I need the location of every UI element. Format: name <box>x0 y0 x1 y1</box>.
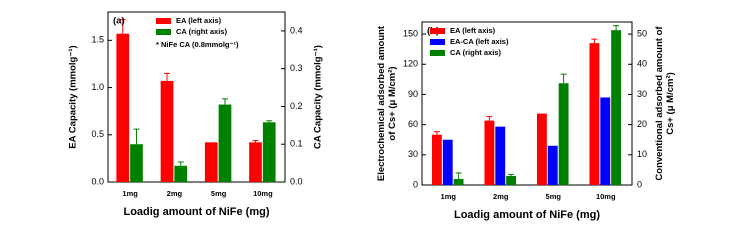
x-tick-label: 5mg <box>546 192 562 201</box>
y2-tick-label: 0.4 <box>290 25 303 35</box>
error-bar <box>221 98 228 105</box>
bar <box>218 104 232 182</box>
annotation: * NiFe CA (0.8mmolg⁻¹) <box>156 40 239 49</box>
y2-tick-label: 50 <box>637 28 647 38</box>
bar <box>558 83 569 185</box>
bar <box>174 165 188 182</box>
y-tick-label: 30 <box>408 149 418 159</box>
x-tick-label: 1mg <box>441 192 457 201</box>
error-bar <box>133 128 140 145</box>
error-bar <box>177 161 184 166</box>
y2-tick-label: 0.2 <box>290 101 303 111</box>
bar <box>547 145 558 185</box>
bar <box>249 142 262 182</box>
legend-label: EA (left axis) <box>176 16 222 25</box>
plot-frame <box>421 21 633 186</box>
y2-tick-label: 30 <box>637 89 647 99</box>
y-label: EA Capacity (mmolg⁻¹) <box>68 45 79 148</box>
y-tick-label: 1.5 <box>91 35 104 45</box>
y-tick-label: 90 <box>408 89 418 99</box>
y2-tick-label: 0.3 <box>290 63 303 73</box>
bar <box>453 178 464 185</box>
legend-label: CA (right axis) <box>176 27 227 36</box>
legend-swatch <box>156 29 171 35</box>
bar <box>495 126 506 185</box>
error-bar <box>560 73 567 84</box>
bar <box>431 134 442 185</box>
x-tick-label: 5mg <box>211 189 227 198</box>
x-tick-label: 2mg <box>167 189 183 198</box>
x-axis-label: Loadig amount of NiFe (mg) <box>454 209 600 221</box>
bar <box>589 43 600 185</box>
legend-label: CA (right axis) <box>450 48 501 57</box>
y2-tick-label: 0 <box>637 179 642 189</box>
panel-label: (a) <box>113 16 125 27</box>
legend-swatch <box>430 28 445 34</box>
figure: 0.0 0.5 1.0 1.5 0.0 0.1 0.2 0.3 0.4 1mg 2mg 5mg 10mg… <box>68 11 676 221</box>
bar <box>611 30 622 186</box>
y-label: Electrochemical adsorbed amount <box>376 25 387 181</box>
bar <box>506 175 517 185</box>
bar <box>484 120 495 185</box>
legend-swatch <box>156 18 171 24</box>
error-bar <box>613 25 620 31</box>
legend-label: EA (left axis) <box>450 26 496 35</box>
error-bar <box>455 172 462 179</box>
error-bar <box>433 131 440 135</box>
error-bar <box>486 116 493 121</box>
plot-frame <box>107 11 286 183</box>
bar <box>130 144 143 182</box>
bar <box>204 142 218 182</box>
x-tick-label: 1mg <box>122 189 138 198</box>
error-bar <box>164 72 171 81</box>
y2-label: CA Capacity (mmolg⁻¹) <box>313 45 324 149</box>
y-tick-label: 150 <box>403 28 418 38</box>
y-tick-label: 1.0 <box>91 82 104 92</box>
error-bar <box>266 120 273 123</box>
bar <box>536 113 547 185</box>
y-tick-label: 60 <box>408 119 418 129</box>
y2-label: Conventional adsorbed amount of <box>654 26 665 181</box>
y2-tick-label: 40 <box>637 59 647 69</box>
error-bar <box>119 19 126 34</box>
y-label: of Cs+ (μ M/cm²) <box>387 66 398 140</box>
error-bar <box>591 38 598 44</box>
bar <box>160 80 174 182</box>
legend-swatch <box>430 50 445 56</box>
y-tick-label: 0.0 <box>91 176 104 186</box>
legend-label: EA-CA (left axis) <box>450 37 509 46</box>
error-bar <box>508 173 515 176</box>
y2-tick-label: 0.1 <box>290 139 303 149</box>
x-axis-label: Loadig amount of NiFe (mg) <box>123 206 269 218</box>
y2-tick-label: 20 <box>637 119 647 129</box>
x-tick-label: 2mg <box>493 192 509 201</box>
y2-tick-label: 10 <box>637 149 647 159</box>
bar <box>262 122 276 182</box>
legend-swatch <box>430 39 445 45</box>
y2-tick-label: 0.0 <box>290 176 303 186</box>
bar <box>116 33 130 182</box>
x-tick-label: 10mg <box>253 189 273 198</box>
bar <box>600 97 611 185</box>
bar <box>442 139 453 185</box>
y-tick-label: 0.5 <box>91 129 104 139</box>
y2-label: Cs+ (μ M/cm²) <box>665 72 676 135</box>
y-tick-label: 120 <box>403 59 418 69</box>
y-tick-label: 0 <box>413 179 418 189</box>
error-bar <box>252 139 259 143</box>
x-tick-label: 10mg <box>596 192 616 201</box>
